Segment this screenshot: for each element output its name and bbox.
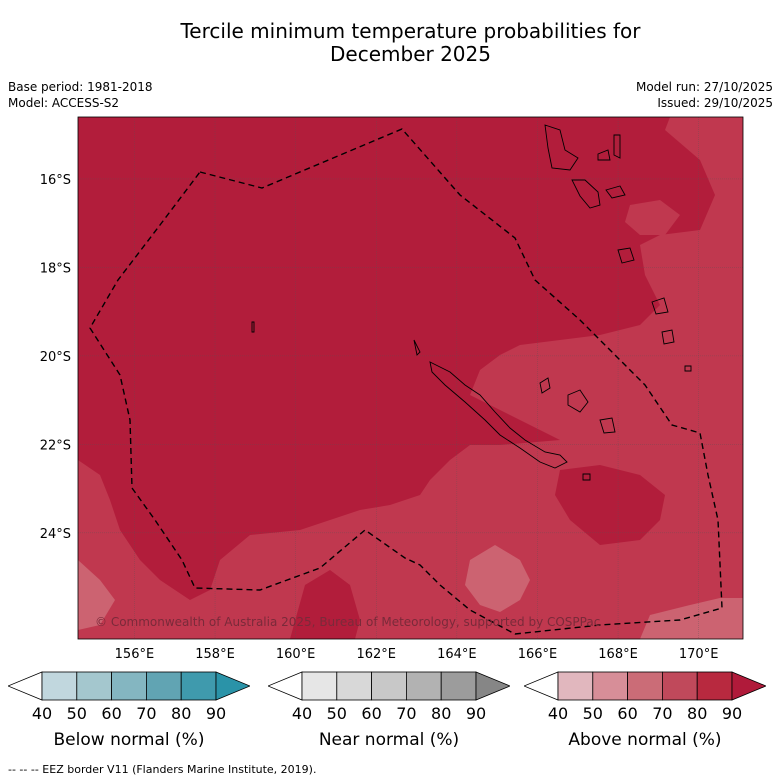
above-60-region-1 [465, 545, 530, 612]
colorbar-3 [524, 671, 766, 701]
colorbar-extend-low [268, 671, 303, 701]
colorbar-tick-label: 60 [361, 704, 382, 723]
colorbar-segment [111, 671, 147, 701]
issued-date: Issued: 29/10/2025 [657, 96, 773, 110]
vanuatu-island-2 [597, 149, 611, 161]
colorbar-segment [336, 671, 373, 701]
colorbar-segment [371, 671, 407, 701]
vanuatu-island-3 [613, 134, 621, 159]
model-name: Model: ACCESS-S2 [8, 96, 120, 110]
colorbar-extend-high [215, 671, 250, 701]
colorbar-segment [145, 671, 182, 701]
longitude-tick-label: 164°E [437, 647, 477, 662]
eez-border [89, 128, 723, 635]
colorbar-segment [405, 671, 442, 701]
title-line-1: Tercile minimum temperature probabilitie… [180, 19, 641, 43]
colorbar-segment [41, 671, 78, 701]
colorbar-segment [557, 671, 594, 701]
above-60-region-2 [640, 598, 743, 639]
colorbar-extend-low [524, 671, 559, 701]
colorbar-tick-label: 80 [687, 704, 708, 723]
copyright-notice: © Commonwealth of Australia 2025, Bureau… [95, 615, 600, 629]
longitude-tick-label: 158°E [195, 647, 235, 662]
colorbar-tick-label: 50 [326, 704, 347, 723]
colorbar-tick-label: 90 [205, 704, 227, 723]
latitude-labels: 16°S 18°S 20°S 22°S 24°S [40, 173, 71, 542]
longitude-tick-label: 168°E [598, 647, 638, 662]
colorbar-label: Near normal (%) [318, 730, 460, 750]
colorbar-tick-label: 40 [31, 704, 53, 723]
colorbar-tick-label: 80 [171, 704, 192, 723]
colorbar-segment [696, 671, 733, 701]
map-frame [77, 116, 744, 640]
colorbar-extend-high [475, 671, 510, 701]
base-period: Base period: 1981-2018 [8, 80, 153, 94]
colorbar-segment [301, 671, 338, 701]
latitude-tick-label: 22°S [40, 438, 71, 453]
colorbar-label: Below normal (%) [53, 730, 205, 750]
isle-of-pines [582, 473, 591, 481]
colorbar-segment [440, 671, 477, 701]
colorbar-tick-label: 60 [101, 704, 122, 723]
vanuatu-espiritu-santo [544, 124, 579, 171]
chesterfield-islet [251, 321, 255, 333]
colorbar-2 [268, 671, 510, 701]
colorbar-tick-label: 70 [136, 704, 157, 723]
above-80-patch [290, 570, 360, 639]
latitude-tick-label: 20°S [40, 350, 71, 365]
above-70-upper [625, 200, 680, 235]
meta-right: Model run: 27/10/2025 Issued: 29/10/2025 [636, 79, 773, 111]
colorbar-extend-high [731, 671, 766, 701]
latitude-tick-label: 16°S [40, 173, 71, 188]
colorbar-tick-label: 40 [547, 704, 569, 723]
islet-1 [413, 339, 421, 356]
title-line-2: December 2025 [330, 42, 491, 66]
longitude-tick-label: 162°E [356, 647, 396, 662]
colorbar-segment [180, 671, 217, 701]
vanuatu-island-9 [684, 365, 692, 372]
longitude-tick-label: 160°E [276, 647, 316, 662]
loyalty-island-2 [567, 389, 589, 413]
above-80-patch-2 [555, 465, 665, 545]
longitude-tick-label: 166°E [518, 647, 558, 662]
colorbar-tick-label: 70 [396, 704, 417, 723]
colorbar-extend-low [8, 671, 43, 701]
model-run: Model run: 27/10/2025 [635, 80, 773, 94]
vanuatu-island-5 [605, 185, 626, 199]
colorbar-tick-label: 50 [582, 704, 603, 723]
colorbar-tick-label: 80 [431, 704, 452, 723]
above-60-region-3 [78, 560, 115, 630]
new-caledonia [429, 361, 568, 469]
longitude-tick-label: 156°E [115, 647, 155, 662]
colorbar-segment [592, 671, 629, 701]
colorbar-tick-label: 60 [617, 704, 638, 723]
colorbar-segment [627, 671, 663, 701]
chart-title: Tercile minimum temperature probabilitie… [0, 20, 781, 66]
longitude-labels: 156°E 158°E 160°E 162°E 164°E 166°E 168°E 170°E [115, 647, 719, 662]
colorbar-tick-label: 50 [66, 704, 87, 723]
loyalty-island-3 [599, 417, 616, 434]
colorbar-tick-label: 70 [652, 704, 673, 723]
meta-left: Base period: 1981-2018 Model: ACCESS-S2 [8, 79, 153, 111]
latitude-tick-label: 24°S [40, 527, 71, 542]
graticule [78, 117, 743, 639]
colorbar-1 [8, 671, 250, 701]
vanuatu-malakula [571, 179, 601, 209]
colorbar-tick-label: 40 [291, 704, 313, 723]
vanuatu-island-7 [651, 297, 669, 315]
colorbar-segment [661, 671, 698, 701]
vanuatu-island-8 [661, 329, 675, 345]
longitude-tick-label: 170°E [679, 647, 719, 662]
colorbar-label: Above normal (%) [568, 730, 722, 750]
colorbar-tick-label: 90 [721, 704, 743, 723]
vanuatu-efate [617, 247, 635, 264]
colorbar-segment [76, 671, 113, 701]
colorbar-tick-label: 90 [465, 704, 487, 723]
latitude-tick-label: 18°S [40, 261, 71, 276]
loyalty-island-1 [539, 377, 551, 394]
footer-note: -- -- -- EEZ border V11 (Flanders Marine… [8, 763, 317, 776]
